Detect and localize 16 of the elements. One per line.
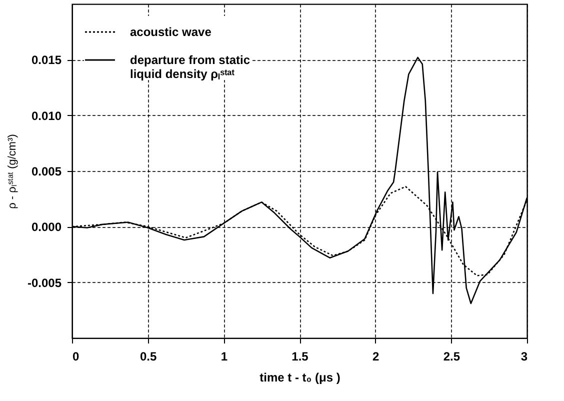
y-tick-label: 0.015	[31, 53, 62, 68]
x-tick-label: 2	[372, 350, 380, 364]
legend-label: acoustic wave	[130, 25, 212, 39]
legend-label: departure from static liquid density ρₗˢᵗᵃᵗ	[130, 53, 250, 81]
x-tick-label: 1	[220, 350, 228, 364]
x-tick-label: 1.5	[292, 350, 309, 364]
y-tick-label: 0.010	[31, 108, 62, 123]
x-tick-label: 0	[72, 350, 80, 364]
x-tick-label: 0.5	[140, 350, 157, 364]
y-tick-label: 0.000	[31, 220, 62, 234]
y-axis-title: ρ - ρₗˢᵗᵃᵗ (g/cm³)	[6, 134, 18, 209]
y-tick-label: -0.005	[27, 276, 62, 290]
y-tick-label: 0.005	[31, 164, 62, 178]
x-tick-label: 3	[520, 350, 528, 364]
x-axis-title: time t - t₀ (μs )	[260, 370, 340, 384]
x-tick-label: 2.5	[443, 350, 460, 364]
